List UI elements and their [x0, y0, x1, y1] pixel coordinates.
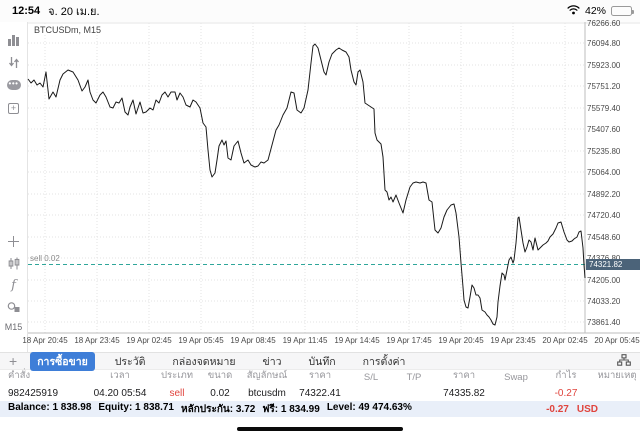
time-axis-label: 18 Apr 20:45: [22, 336, 68, 345]
time-axis-label: 19 Apr 20:45: [438, 336, 484, 345]
battery-icon: [611, 6, 634, 16]
battery-percent: 42%: [584, 5, 606, 17]
chart-type-icon[interactable]: [5, 254, 23, 272]
table-cell: 0.02: [210, 387, 230, 399]
table-header-cell: ราคา: [308, 370, 332, 381]
price-axis-label: 74205.00: [587, 276, 621, 285]
chat-icon[interactable]: •••: [5, 76, 23, 94]
table-header-cell: เวลา: [110, 370, 130, 381]
account-summary-segment: หลักประกัน: 3.72: [180, 403, 256, 415]
table-header-cell: คำสั่ง: [8, 370, 31, 381]
chart-canvas[interactable]: [0, 22, 640, 352]
wifi-icon: [567, 4, 580, 18]
bottom-strip: [0, 417, 640, 447]
table-cell: btcusdm: [248, 387, 286, 399]
account-summary-bar: Balance: 1 838.98 Equity: 1 838.71 หลักประ…: [0, 401, 640, 417]
table-header-cell: สัญลักษณ์: [246, 370, 288, 381]
indicators-icon[interactable]: f: [11, 277, 16, 293]
current-price-tag: 74321.82: [586, 259, 640, 270]
time-axis-label: 19 Apr 17:45: [386, 336, 432, 345]
floating-profit-currency: USD: [576, 403, 598, 415]
chart-area[interactable]: BTCUSDm, M15 sell 0.02 76266.60 76094.80 7…: [0, 19, 640, 352]
price-axis: 76266.60 76094.80 75923.00 75751.20 75579.40…: [587, 19, 640, 334]
table-header-cell: Swap: [504, 372, 528, 383]
price-axis-label: 74892.20: [587, 190, 621, 199]
bottom-tab[interactable]: ข่าว: [262, 355, 282, 368]
table-header-cell: ราคา: [452, 370, 476, 381]
bottom-tab[interactable]: บันทึก: [308, 355, 336, 368]
table-cell: -0.27: [554, 387, 578, 399]
time-axis-label: 20 Apr 05:45: [594, 336, 640, 345]
add-tab-button[interactable]: +: [9, 353, 18, 369]
floating-profit-value: -0.27: [546, 403, 569, 415]
price-axis-label: 75407.60: [587, 125, 621, 134]
table-cell: 74335.82: [443, 387, 485, 399]
table-cell: 04.20 05:54: [93, 387, 147, 399]
table-header-cell: S/L: [363, 372, 379, 383]
account-summary-segment: Equity: 1 838.71: [98, 401, 174, 413]
time-axis-label: 19 Apr 23:45: [490, 336, 536, 345]
bottom-tab[interactable]: ประวัติ: [114, 355, 146, 368]
positions-table: คำสั่ง เวลา ประเภท ขนาด สัญลักษณ์ ราคา S/L T/P ร…: [0, 370, 640, 401]
account-summary-segment: Balance: 1 838.98: [8, 401, 92, 413]
price-axis-label: 74548.60: [587, 233, 621, 242]
price-axis-label: 76266.60: [587, 19, 621, 28]
quotes-icon[interactable]: [5, 31, 23, 49]
objects-icon[interactable]: [5, 298, 23, 316]
table-header-cell: ขนาด: [207, 370, 233, 381]
status-date: จ. 20 เม.ย.: [48, 6, 100, 18]
chart-symbol-label: BTCUSDm, M15: [32, 25, 104, 35]
clock-time: 12:54: [12, 5, 41, 17]
price-axis-label: 73861.40: [587, 318, 621, 327]
table-header-cell: หมายเหตุ: [597, 370, 637, 381]
table-header-cell: กำไร: [555, 370, 577, 381]
window-layout-icon[interactable]: [617, 353, 631, 369]
table-cell: 74322.41: [299, 387, 341, 399]
status-bar: 12:54 จ. 20 เม.ย. 42%: [0, 0, 640, 22]
price-axis-label: 75064.00: [587, 168, 621, 177]
table-header-cell: ประเภท: [160, 370, 193, 381]
price-axis-label: 75923.00: [587, 61, 621, 70]
bottom-tab-bar: + การซื้อขาย ประวัติ กล่องจดหมาย ข่าว บันทึก…: [0, 351, 640, 371]
time-axis-label: 19 Apr 05:45: [178, 336, 224, 345]
timeframe-label[interactable]: M15: [4, 322, 23, 332]
table-cell: sell: [169, 387, 185, 399]
table-row[interactable]: 982425919 04.20 05:54 sell 0.02 btcusdm 74322…: [0, 385, 640, 401]
crosshair-icon[interactable]: [5, 232, 23, 250]
new-order-icon[interactable]: +: [5, 99, 23, 117]
table-header-row: คำสั่ง เวลา ประเภท ขนาด สัญลักษณ์ ราคา S/L T/P ร…: [0, 370, 640, 385]
time-axis-label: 19 Apr 11:45: [282, 336, 328, 345]
table-header-cell: T/P: [406, 372, 422, 383]
time-axis-label: 19 Apr 08:45: [230, 336, 276, 345]
left-toolbar: ••• + f M15: [0, 22, 28, 352]
time-axis-label: 18 Apr 23:45: [74, 336, 120, 345]
price-axis-label: 75579.40: [587, 104, 621, 113]
time-axis-label: 20 Apr 02:45: [542, 336, 588, 345]
table-cell: 982425919: [8, 387, 59, 399]
price-axis-label: 76094.80: [587, 39, 621, 48]
position-line-label: sell 0.02: [30, 253, 60, 263]
trade-arrows-icon[interactable]: [5, 53, 23, 71]
price-axis-label: 75235.80: [587, 147, 621, 156]
account-summary-segment: ฟรี: 1 834.99: [262, 403, 320, 415]
bottom-tab[interactable]: การตั้งค่า: [362, 355, 406, 368]
time-axis-label: 19 Apr 14:45: [334, 336, 380, 345]
time-axis: 18 Apr 20:45 18 Apr 23:45 19 Apr 02:45 19 A…: [0, 334, 640, 348]
account-summary-segment: Level: 49 474.63%: [326, 401, 412, 413]
bottom-tab[interactable]: กล่องจดหมาย: [172, 355, 236, 368]
home-indicator[interactable]: [237, 427, 403, 431]
price-axis-label: 74033.20: [587, 297, 621, 306]
price-axis-label: 75751.20: [587, 82, 621, 91]
bottom-tab[interactable]: การซื้อขาย: [30, 351, 95, 371]
price-axis-label: 74720.40: [587, 211, 621, 220]
time-axis-label: 19 Apr 02:45: [126, 336, 172, 345]
price-axis-label: 74376.80: [587, 254, 620, 263]
